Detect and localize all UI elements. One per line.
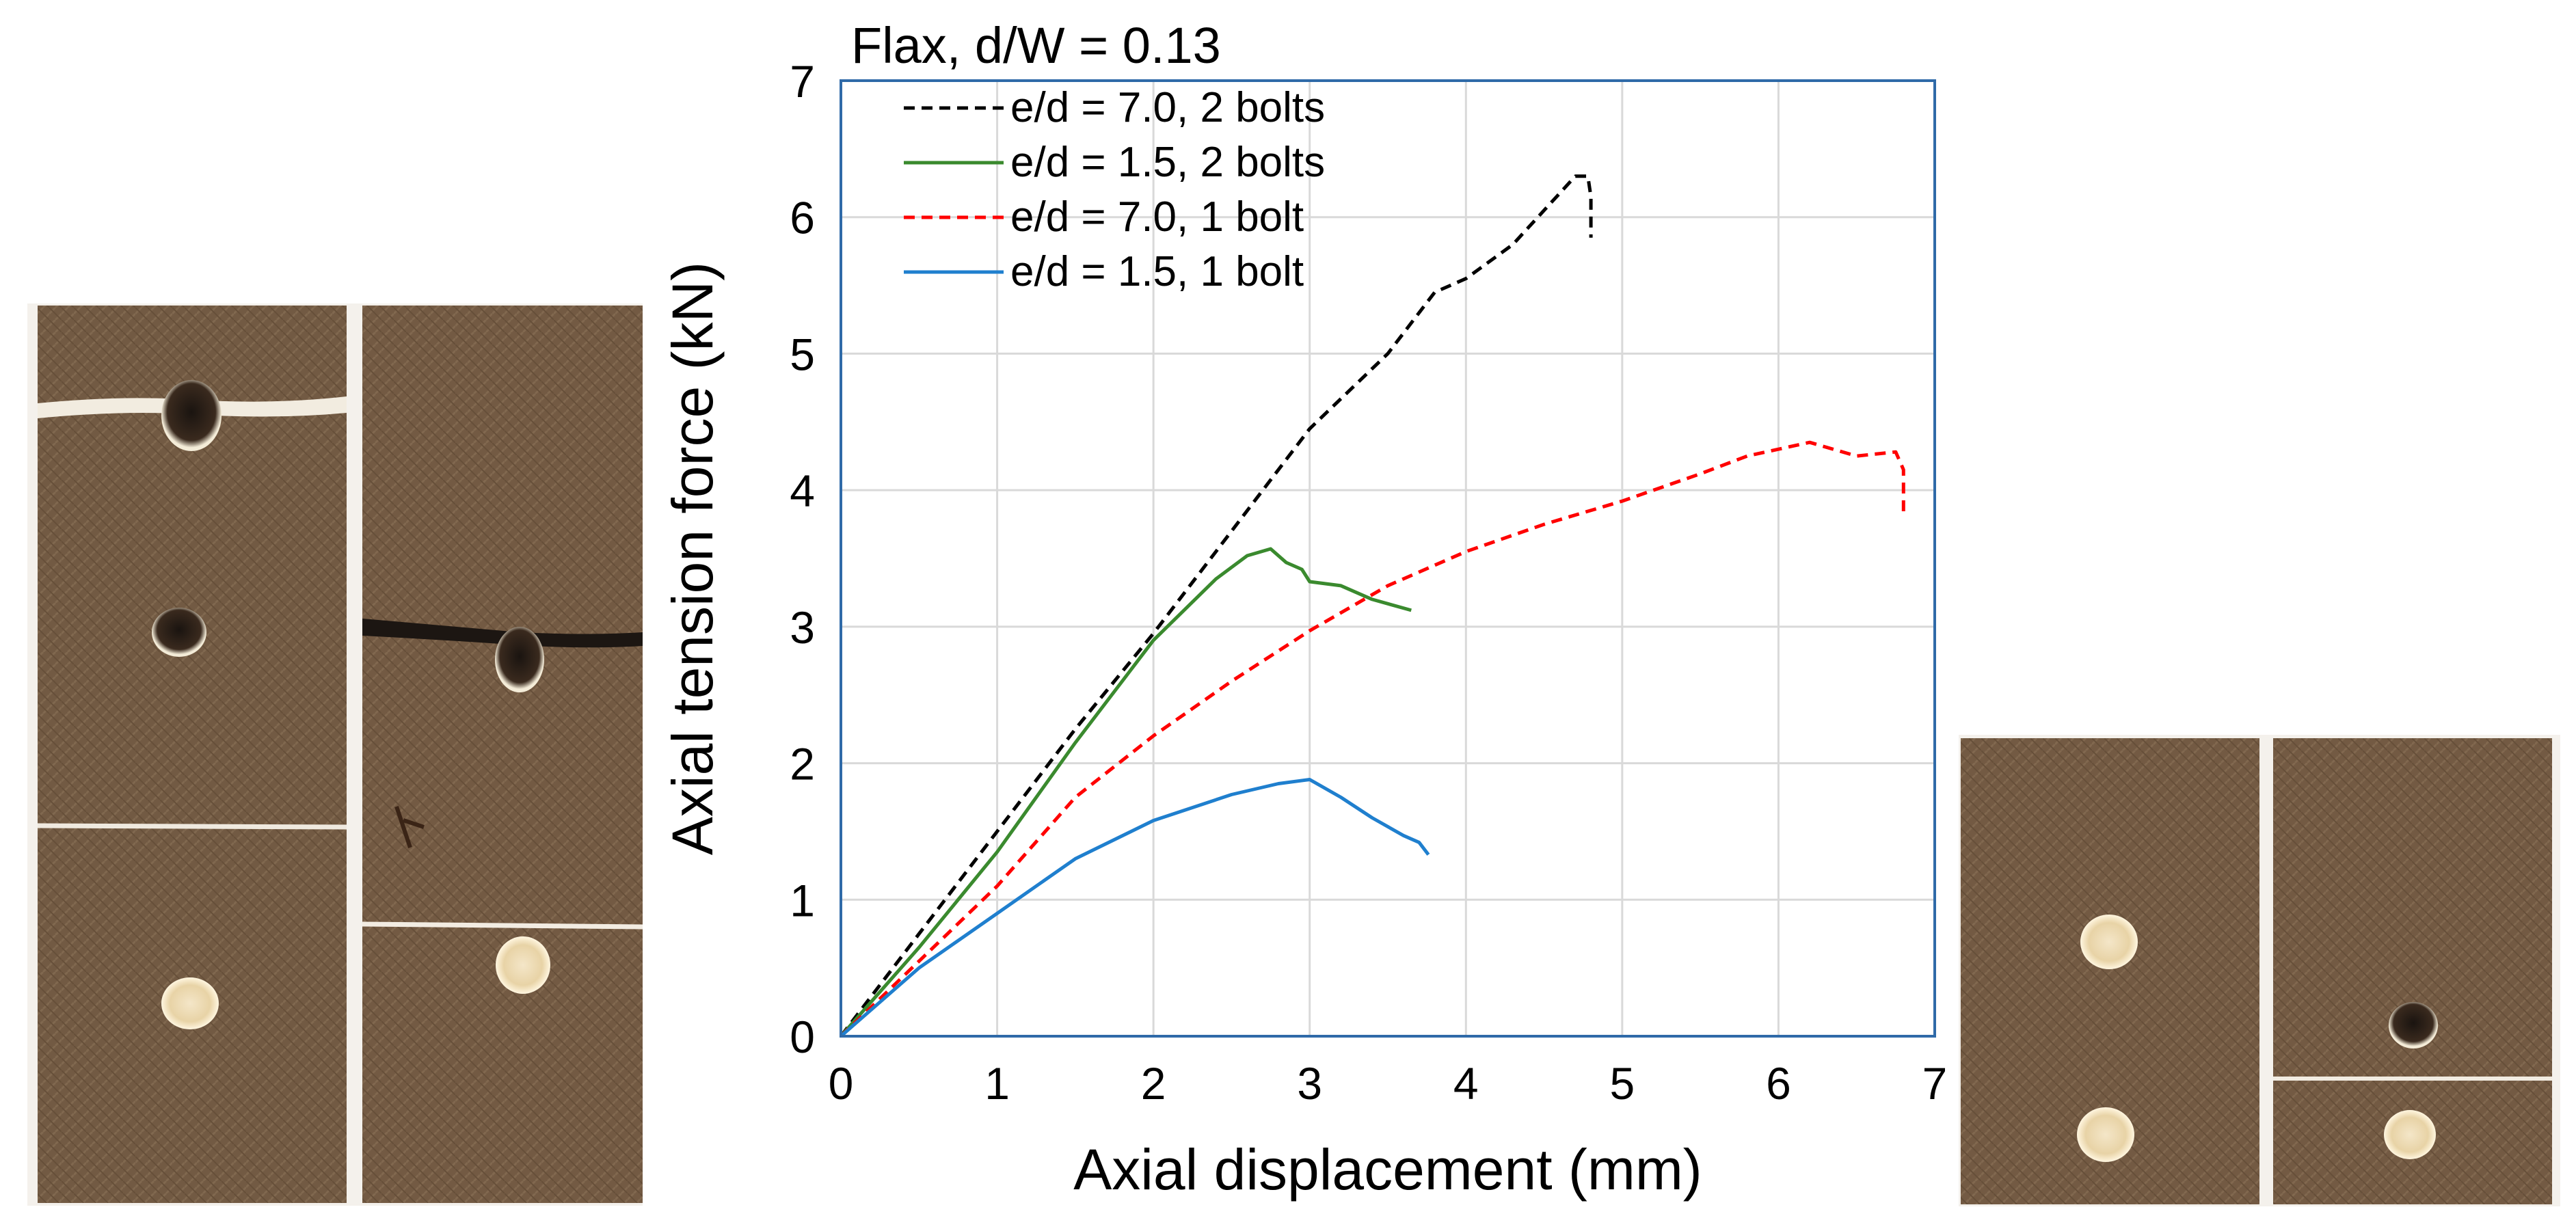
- bolt-hole: [2384, 1110, 2436, 1159]
- bolt-hole: [2077, 1107, 2134, 1162]
- chart-title: Flax, d/W = 0.13: [851, 17, 1221, 74]
- plot-frame: [840, 79, 1936, 1038]
- x-tick-label: 6: [1766, 1058, 1791, 1109]
- legend: e/d = 7.0, 2 bolts e/d = 1.5, 2 bolts e/d …: [904, 84, 1325, 295]
- y-tick-label: 5: [790, 329, 815, 379]
- series-line: [840, 547, 1412, 1038]
- series-line: [840, 174, 1593, 1038]
- bolt-hole: [496, 936, 550, 994]
- x-tick-label: 5: [1609, 1058, 1635, 1109]
- bolt-hole: [2389, 1002, 2438, 1049]
- y-tick-label: 2: [790, 739, 815, 789]
- bolt-hole: [495, 627, 544, 692]
- y-tick-label: 1: [790, 875, 815, 925]
- y-tick-labels: 0 1 2 3 4 5 6 7: [790, 56, 815, 1062]
- series-line: [840, 440, 1905, 1038]
- series-lines: [840, 174, 1905, 1038]
- x-tick-label: 2: [1141, 1058, 1166, 1109]
- series-line: [840, 778, 1430, 1038]
- y-axis-label: Axial tension force (kN): [660, 262, 725, 855]
- y-tick-label: 4: [790, 465, 815, 516]
- chart: 0 1 2 3 4 5 6 7 0 1 2 3 4 5 6 7 Flax, d/W = 0.13 Axial…: [660, 17, 1947, 1202]
- legend-label: e/d = 7.0, 2 bolts: [1010, 84, 1325, 131]
- y-tick-label: 7: [790, 56, 815, 107]
- bolt-hole: [2080, 915, 2138, 969]
- x-tick-labels: 0 1 2 3 4 5 6 7: [829, 1058, 1948, 1109]
- x-axis-label: Axial displacement (mm): [1073, 1137, 1702, 1202]
- right-specimen-photo: [1959, 735, 2560, 1206]
- legend-label: e/d = 7.0, 1 bolt: [1010, 193, 1304, 241]
- x-tick-label: 4: [1453, 1058, 1479, 1109]
- y-tick-label: 6: [790, 193, 815, 243]
- bolt-hole: [161, 380, 222, 451]
- x-tick-label: 3: [1297, 1058, 1322, 1109]
- y-tick-label: 3: [790, 602, 815, 653]
- x-tick-label: 1: [984, 1058, 1010, 1109]
- x-tick-label: 7: [1922, 1058, 1948, 1109]
- legend-label: e/d = 1.5, 2 bolts: [1010, 139, 1325, 186]
- specimen-strip: [362, 306, 643, 1203]
- legend-label: e/d = 1.5, 1 bolt: [1010, 248, 1304, 295]
- y-tick-label: 0: [790, 1012, 815, 1062]
- specimen-strip: [38, 306, 347, 1203]
- x-tick-label: 0: [829, 1058, 854, 1109]
- plot-area: [841, 81, 1935, 1036]
- bolt-hole: [161, 977, 219, 1029]
- bolt-hole: [152, 608, 206, 657]
- left-specimen-photo: [27, 303, 643, 1206]
- gridlines: [841, 81, 1935, 1036]
